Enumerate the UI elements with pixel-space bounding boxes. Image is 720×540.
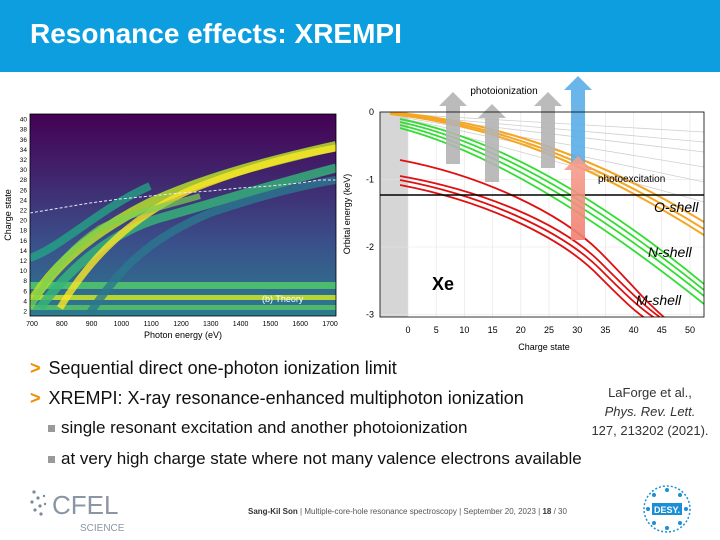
- bullet-text: XREMPI: X-ray resonance-enhanced multiph…: [48, 388, 524, 408]
- footer-page-number: 18: [542, 507, 552, 516]
- footer-date: September 20, 2023: [463, 507, 536, 516]
- heatmap-y-tick-label: 10: [20, 268, 28, 275]
- square-bullet-icon: [48, 425, 55, 433]
- heatmap-y-tick-label: 38: [20, 127, 28, 134]
- orbital-energy-plot: photoionization photoexcitation Xe O-she…: [342, 76, 705, 352]
- cfel-logo-text: CFEL: [52, 490, 118, 520]
- sub-bullet-text: single resonant excitation and another p…: [61, 418, 468, 437]
- orbital-x-tick-label: 50: [685, 325, 695, 335]
- heatmap-y-tick-label: 6: [23, 288, 27, 295]
- heatmap-x-tick-label: 1700: [322, 321, 338, 328]
- orbital-x-tick-label: 10: [459, 325, 469, 335]
- m-shell-label: M-shell: [636, 292, 682, 308]
- orbital-x-tick-label: 0: [405, 325, 410, 335]
- heatmap-x-tick-label: 1400: [233, 321, 249, 328]
- heatmap-y-tick-label: 8: [23, 278, 27, 285]
- heatmap-x-tick-label: 700: [26, 321, 38, 328]
- heatmap-x-tick-label: 1100: [144, 321, 159, 328]
- heatmap-y-tick-label: 26: [20, 187, 28, 194]
- bullet-item: > XREMPI: X-ray resonance-enhanced multip…: [30, 388, 524, 409]
- heatmap-panel-label: (b) Theory: [262, 294, 304, 304]
- heatmap-y-tick-label: 2: [23, 308, 27, 315]
- heatmap-y-tick-label: 34: [20, 147, 28, 154]
- heatmap-y-tick-label: 30: [20, 167, 28, 174]
- heatmap-y-tick-label: 12: [20, 258, 28, 265]
- heatmap-y-tick-label: 24: [20, 197, 28, 204]
- heatmap-x-tick-label: 1300: [203, 321, 219, 328]
- heatmap-y-axis-label: Charge state: [3, 189, 13, 241]
- bullet-text: Sequential direct one-photon ionization …: [48, 358, 397, 378]
- orbital-x-tick-label: 35: [600, 325, 610, 335]
- sub-bullet-text: at very high charge state where not many…: [61, 449, 582, 468]
- orbital-y-tick-label: -2: [366, 242, 374, 252]
- sub-bullet-item: at very high charge state where not many…: [48, 449, 582, 469]
- heatmap-y-tick-label: 16: [20, 238, 28, 245]
- bullet-arrow-icon: >: [30, 358, 41, 378]
- footer-talk-title: Multiple-core-hole resonance spectroscop…: [304, 507, 457, 516]
- bullet-item: > Sequential direct one-photon ionization…: [30, 358, 397, 379]
- reference-journal: Phys. Rev. Lett.: [604, 404, 696, 419]
- reference-authors: LaForge et al.,: [608, 385, 692, 400]
- heatmap-x-tick-label: 1200: [173, 321, 189, 328]
- o-shell-label: O-shell: [654, 199, 699, 215]
- orbital-y-axis-label: Orbital energy (keV): [342, 174, 352, 255]
- cfel-logo: CFEL SCIENCE: [30, 490, 125, 534]
- heatmap-x-tick-label: 1500: [263, 321, 279, 328]
- orbital-x-tick-label: 20: [516, 325, 526, 335]
- slide-footer: Sang-Kil Son | Multiple-core-hole resona…: [248, 507, 567, 516]
- photoexcitation-label: photoexcitation: [598, 174, 665, 185]
- heatmap-y-tick-label: 32: [20, 157, 28, 164]
- heatmap-x-tick-label: 900: [86, 321, 98, 328]
- heatmap-y-tick-label: 4: [23, 298, 27, 305]
- element-label: Xe: [432, 274, 454, 294]
- reference-citation: LaForge et al., Phys. Rev. Lett. 127, 21…: [580, 383, 720, 440]
- heatmap-y-tick-label: 18: [20, 228, 28, 235]
- heatmap-x-axis-label: Photon energy (eV): [144, 330, 222, 340]
- heatmap-y-tick-label: 20: [20, 218, 28, 225]
- title-bar: Resonance effects: XREMPI: [0, 0, 720, 72]
- orbital-x-tick-label: 15: [488, 325, 498, 335]
- orbital-x-tick-label: 25: [544, 325, 554, 335]
- desy-logo-text: DESY.: [654, 505, 680, 515]
- photoionization-label: photoionization: [470, 86, 537, 97]
- orbital-x-axis-label: Charge state: [518, 342, 570, 352]
- heatmap-x-tick-label: 800: [56, 321, 68, 328]
- heatmap-y-tick-label: 14: [20, 248, 28, 255]
- desy-logo: DESY.: [643, 485, 691, 533]
- heatmap-y-tick-label: 40: [20, 117, 28, 124]
- photoionization-arrows: [439, 76, 592, 240]
- heatmap-y-tick-label: 22: [20, 207, 28, 214]
- sub-bullet-item: single resonant excitation and another p…: [48, 418, 467, 438]
- heatmap-y-tick-label: 28: [20, 177, 28, 184]
- orbital-y-tick-label: -3: [366, 310, 374, 320]
- heatmap-x-tick-label: 1000: [114, 321, 130, 328]
- footer-author: Sang-Kil Son: [248, 507, 298, 516]
- cfel-logo-subtext: SCIENCE: [80, 523, 125, 534]
- orbital-x-tick-label: 40: [629, 325, 639, 335]
- orbital-x-tick-label: 30: [572, 325, 582, 335]
- bullet-arrow-icon: >: [30, 388, 41, 408]
- slide-title: Resonance effects: XREMPI: [30, 18, 402, 49]
- orbital-x-tick-label: 45: [657, 325, 667, 335]
- orbital-y-tick-label: 0: [369, 107, 374, 117]
- orbital-x-tick-label: 5: [434, 325, 439, 335]
- n-shell-label: N-shell: [648, 244, 692, 260]
- heatmap-x-tick-label: 1600: [292, 321, 308, 328]
- charge-state-heatmap: (b) Theory Charge state Photon energy (e…: [3, 113, 338, 340]
- heatmap-y-tick-label: 36: [20, 137, 28, 144]
- footer-page-total: 30: [558, 507, 567, 516]
- orbital-y-tick-label: -1: [366, 175, 374, 185]
- reference-volume: 127, 213202 (2021).: [591, 423, 709, 438]
- square-bullet-icon: [48, 456, 55, 464]
